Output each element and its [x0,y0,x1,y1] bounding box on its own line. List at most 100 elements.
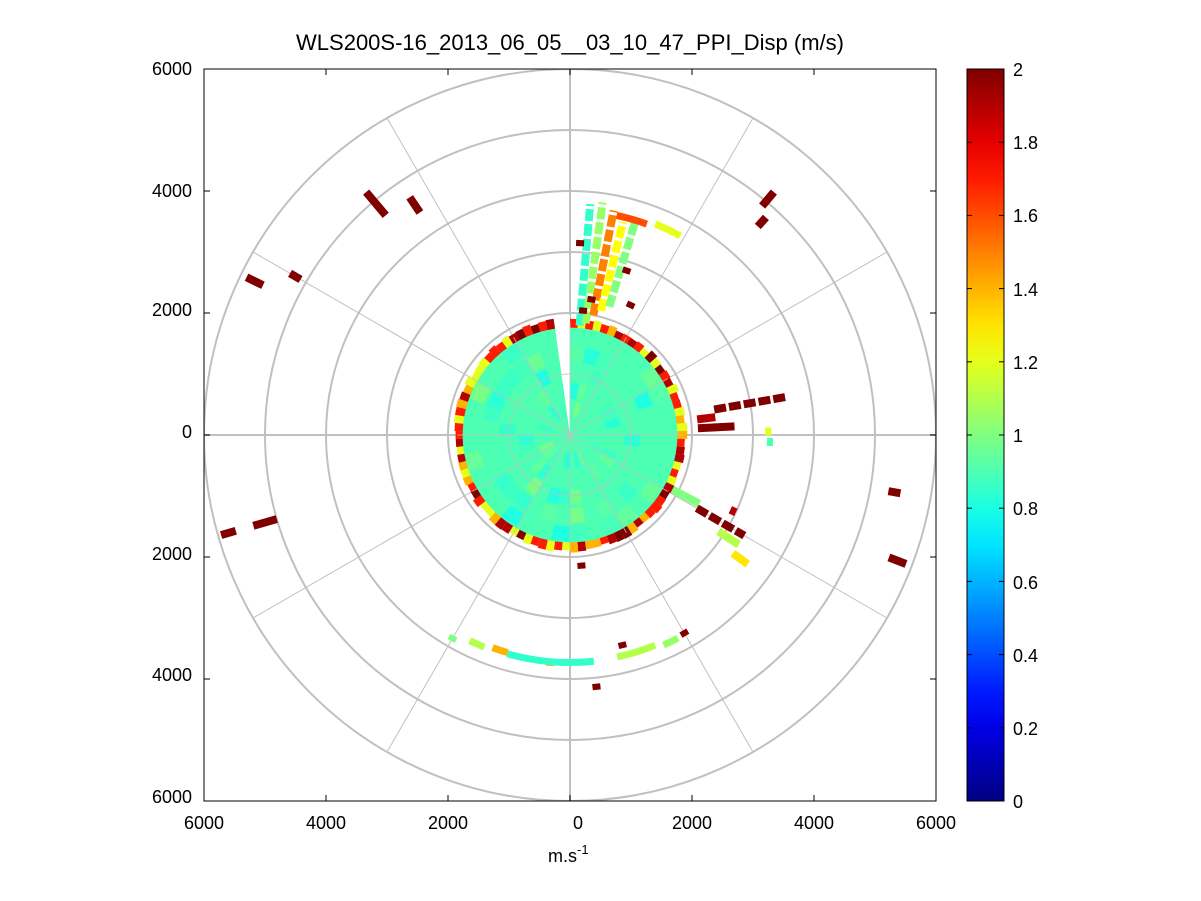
data-segment [716,527,742,548]
data-arc [468,637,486,651]
colorbar-gradient [967,69,1004,801]
x-tick-label: 4000 [794,813,834,833]
near-field-edge-cell [675,414,685,424]
colorbar-tick-label: 0.2 [1013,719,1038,739]
near-field-edge-cell [592,320,603,332]
near-field-edge-cell [454,422,464,432]
data-segment [679,628,690,638]
data-segment [288,269,303,283]
colorbar-tick-label: 1.6 [1013,206,1038,226]
colorbar-tick-label: 1.2 [1013,353,1038,373]
x-tick-label: 6000 [916,813,956,833]
colorbar-tick-label: 0.8 [1013,499,1038,519]
near-field-edge-cell [613,529,626,543]
near-field-edge-cell [485,506,496,518]
near-field-cell [464,450,485,472]
data-arc [662,634,680,649]
data-segment [578,307,588,315]
near-field-cell [530,458,547,475]
plot-area [203,68,937,802]
data-segment [597,220,628,312]
x-axis-label-sup: -1 [577,842,589,857]
near-field-edge-cell [613,330,624,341]
near-field-edge-cell [454,406,466,417]
y-tick-label: 0 [182,422,192,442]
polar-spoke-inner [569,434,627,533]
near-field-cell [573,401,582,418]
y-tick-label: 2000 [152,544,192,564]
near-field-edge-cell [515,529,527,541]
near-field-edge-cell [675,446,685,456]
near-field-edge-cell [674,406,686,417]
near-field-cell [624,435,641,448]
near-field-edge-cell [644,350,658,364]
near-field-cell [655,450,676,472]
near-field-cell [557,489,570,506]
data-segment [447,633,458,644]
near-field-edge-cell [501,521,514,534]
data-segment [363,189,389,218]
near-field-cell [548,405,561,421]
data-segment [581,201,607,324]
near-field-edge-cell [458,460,468,471]
colorbar-tick-label: 0.4 [1013,646,1038,666]
y-tick-label: 6000 [152,59,192,79]
y-tick-label: 4000 [152,181,192,201]
near-field-cell [570,525,589,542]
near-field-edge-cell [530,535,541,547]
data-segment [625,300,636,310]
near-field-cell [570,346,586,363]
y-tick-label: 4000 [152,665,192,685]
near-field-cell [615,505,639,528]
data-segment [252,515,278,530]
near-field-cell [570,383,580,399]
near-field-edge-cell [626,521,639,535]
near-field-cell [601,514,624,536]
near-field-cell [640,366,663,390]
data-segment [592,683,601,691]
near-field-cell [518,441,536,453]
data-segment [605,217,640,308]
x-axis-label: m.s-1 [548,842,589,866]
near-field-edge-cell [501,335,514,349]
near-field-edge-cell [460,468,471,479]
polar-spoke-inner [472,434,571,492]
near-field-edge-cell [488,512,501,525]
near-field-cell [524,477,543,496]
near-field-cell [536,423,553,432]
data-segment [587,295,596,304]
near-field-cell [640,480,663,504]
data-segment [887,487,902,498]
near-field-cell [536,390,552,407]
x-tick-labels: 6000 4000 2000 0 2000 4000 6000 [184,813,956,833]
polar-spoke-inner [569,378,668,436]
near-field-cell [499,422,516,435]
data-segment [406,195,424,215]
near-field-edge-cell [676,438,685,448]
near-field-edge-cell [474,364,486,375]
data-segment [575,203,595,326]
data-segments [220,189,908,691]
near-field-edge-cell [545,318,556,330]
near-field-edge-cell [672,399,682,410]
chart-title: WLS200S-16_2013_06_05__03_10_47_PPI_Disp… [296,30,844,55]
near-field-cell [548,449,561,465]
near-field-cell [588,369,606,388]
near-field-edge-cell [649,357,662,369]
polar-spoke-inner [569,434,668,492]
near-field-edge-cell [633,341,645,353]
x-tick-label: 4000 [306,813,346,833]
near-field-edge-cell [553,541,563,551]
near-field-cell [585,441,602,452]
near-field-cell [500,444,519,459]
near-field-cell [598,453,615,469]
near-field-edge-cell [626,337,638,349]
polar-spoke-inner [472,378,571,436]
near-field-cell [539,503,558,523]
near-field-cell [544,446,559,461]
near-field-cell [551,525,570,542]
near-field-cell [649,381,671,404]
near-field-edge-cell [570,542,579,553]
data-segment [244,273,265,289]
near-field-edge-cell [669,391,680,402]
